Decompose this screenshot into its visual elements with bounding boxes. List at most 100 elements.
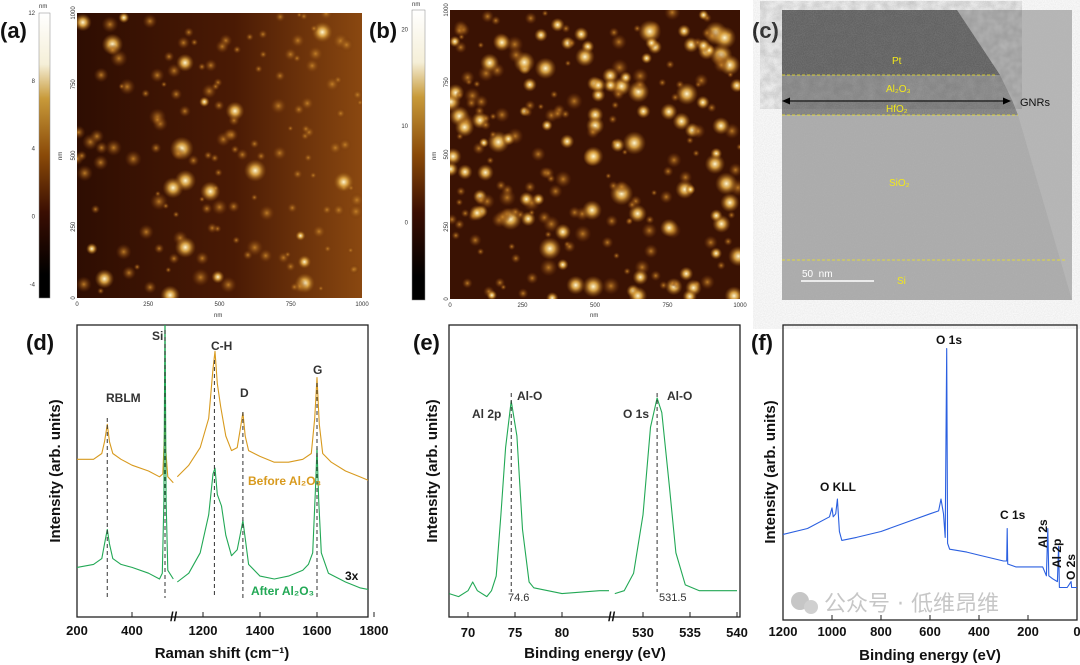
afm-particle <box>696 38 711 53</box>
afm-particle <box>729 78 740 93</box>
afm-particle <box>225 101 245 121</box>
afm-particle <box>703 235 718 250</box>
afm-particle <box>723 237 733 246</box>
colorbar-unit: nm <box>39 4 47 10</box>
peak-label: C-H <box>211 339 232 353</box>
afm-particle <box>608 114 618 124</box>
x-tick-label: 1800 <box>360 623 389 638</box>
x-tick-label: 1200 <box>189 623 218 638</box>
afm-particle <box>670 92 680 102</box>
afm-particle <box>323 244 332 253</box>
x-tick-label: 0 <box>448 303 452 309</box>
afm-particle <box>224 128 239 142</box>
x-tick-label: 1000 <box>818 624 847 639</box>
afm-particle <box>143 280 157 294</box>
afm-particle <box>307 45 324 62</box>
afm-particle <box>256 151 266 161</box>
afm-particle <box>324 76 341 92</box>
afm-axis-ticks: 0 0 250 250 500 500 750 750 1000 1000 <box>71 6 369 308</box>
afm-particle <box>632 269 649 285</box>
afm-particle <box>522 106 533 118</box>
afm-particle <box>211 199 228 216</box>
afm-particle <box>333 171 354 193</box>
afm-particle <box>339 37 354 53</box>
afm-particle <box>550 90 559 99</box>
afm-particle <box>495 209 511 225</box>
afm-particle <box>473 80 481 88</box>
afm-particle <box>89 129 105 144</box>
afm-particle <box>258 248 273 263</box>
colorbar-ticks: 12 8 4 0 -4 <box>28 11 35 288</box>
afm-particle <box>690 123 706 139</box>
afm-particle <box>287 125 294 132</box>
afm-particle <box>270 97 287 115</box>
x-tick-label: 400 <box>121 623 143 638</box>
afm-particle <box>650 270 662 282</box>
afm-particle <box>574 225 592 243</box>
afm-particle <box>214 168 223 177</box>
x-tick-label: 750 <box>286 302 297 308</box>
afm-particle <box>698 10 709 21</box>
afm-particle <box>694 73 709 88</box>
peak-label: O 1s <box>936 333 962 347</box>
afm-particle <box>534 57 557 80</box>
afm-particle <box>465 97 478 109</box>
afm-particle <box>177 36 190 50</box>
x-tick-label: 1400 <box>246 623 275 638</box>
afm-particle <box>475 194 487 206</box>
x-tick-label: 530 <box>632 625 654 640</box>
afm-particle <box>696 95 710 110</box>
colorbar-tick-label: 0 <box>32 215 36 221</box>
afm-particle <box>172 211 180 218</box>
series-line <box>176 350 368 481</box>
afm-particle <box>643 243 659 259</box>
afm-particle <box>658 78 667 87</box>
afm-particle <box>685 184 696 195</box>
afm-particle <box>93 67 109 83</box>
afm-particle <box>605 172 612 180</box>
afm-particle <box>498 188 516 207</box>
afm-particle <box>356 99 362 107</box>
afm-particle <box>574 46 595 67</box>
x-tick-label: 200 <box>66 623 88 638</box>
afm-particle <box>77 150 88 162</box>
afm-particle <box>709 209 723 223</box>
colorbar-tick-label: 4 <box>32 147 36 153</box>
afm-particle <box>455 90 464 99</box>
afm-particle <box>187 154 200 167</box>
afm-particle <box>522 77 537 92</box>
afm-particles <box>77 13 362 298</box>
peak-label: G <box>313 363 322 377</box>
peak-label: Al 2s <box>1036 519 1050 548</box>
afm-particle <box>289 282 300 292</box>
afm-particle <box>162 177 184 199</box>
afm-particle <box>605 214 619 228</box>
peak-label: RBLM <box>106 391 141 405</box>
afm-particle <box>232 45 242 54</box>
panel-b: (b) nm 20 10 0 0 0 250 250 500 500 750 750 1000 100… <box>369 2 747 319</box>
afm-particle <box>319 13 334 21</box>
afm-particle <box>736 143 740 151</box>
afm-particle <box>508 242 516 251</box>
afm-particle <box>640 52 653 64</box>
x-tick-label: 500 <box>214 302 225 308</box>
afm-particle <box>567 38 577 48</box>
afm-particle <box>258 29 268 40</box>
afm-particle <box>201 83 217 99</box>
afm-particle <box>645 215 655 225</box>
afm-particle <box>284 251 292 258</box>
x-tick-label: 535 <box>679 625 701 640</box>
afm-particle <box>517 288 529 299</box>
panel-label: (d) <box>26 330 54 355</box>
afm-particle <box>677 24 691 38</box>
x-tick-label: 1600 <box>303 623 332 638</box>
afm-particle <box>215 39 229 54</box>
scale-note: 3x <box>345 569 359 583</box>
afm-particle <box>490 15 501 26</box>
afm-particle <box>166 63 182 78</box>
peak-label: D <box>240 386 249 400</box>
colorbar-unit: nm <box>412 2 420 8</box>
afm-particle <box>561 24 571 34</box>
afm-particle <box>197 62 207 71</box>
afm-particle <box>728 245 740 267</box>
